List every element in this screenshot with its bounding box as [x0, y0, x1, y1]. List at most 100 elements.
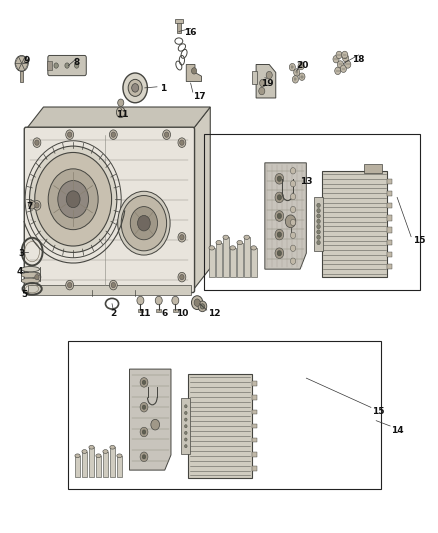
Bar [252, 395, 257, 400]
Circle shape [290, 181, 296, 187]
Circle shape [35, 274, 39, 280]
Bar [156, 309, 161, 312]
Bar [103, 451, 108, 477]
Ellipse shape [251, 246, 257, 250]
Bar [321, 171, 387, 277]
Circle shape [317, 203, 320, 207]
Ellipse shape [244, 235, 250, 239]
Circle shape [142, 455, 146, 459]
Circle shape [292, 76, 298, 83]
Circle shape [343, 54, 349, 62]
Bar [47, 61, 52, 70]
Bar [181, 398, 190, 454]
Text: 16: 16 [184, 28, 197, 37]
Bar [252, 71, 257, 84]
Circle shape [184, 405, 187, 408]
Circle shape [178, 272, 186, 282]
Polygon shape [18, 63, 25, 70]
Circle shape [33, 272, 41, 282]
Bar [68, 341, 381, 489]
Circle shape [138, 215, 150, 231]
Bar [387, 228, 392, 233]
Text: 18: 18 [353, 55, 365, 63]
Circle shape [317, 240, 320, 245]
Bar [138, 309, 143, 312]
Circle shape [290, 167, 296, 174]
Text: 9: 9 [24, 56, 30, 64]
Polygon shape [130, 369, 171, 470]
Circle shape [180, 140, 184, 146]
Ellipse shape [117, 454, 122, 458]
Bar [252, 409, 257, 414]
Ellipse shape [75, 454, 80, 458]
Circle shape [142, 380, 146, 384]
Text: 2: 2 [110, 309, 117, 318]
Ellipse shape [21, 272, 39, 278]
Circle shape [33, 138, 41, 148]
Text: 8: 8 [74, 59, 80, 67]
Bar [188, 374, 252, 478]
Text: 11: 11 [116, 110, 128, 119]
Polygon shape [21, 63, 28, 70]
Ellipse shape [21, 266, 39, 272]
Circle shape [259, 87, 265, 95]
Text: 15: 15 [372, 407, 384, 416]
Circle shape [337, 61, 343, 68]
Bar [204, 134, 420, 290]
Text: 13: 13 [300, 177, 313, 186]
Text: 3: 3 [18, 249, 25, 258]
Circle shape [178, 232, 186, 242]
Circle shape [277, 195, 282, 200]
Bar [252, 424, 257, 429]
Circle shape [128, 79, 142, 96]
Circle shape [184, 418, 187, 421]
Bar [175, 19, 183, 23]
Text: 10: 10 [176, 309, 188, 318]
Text: 7: 7 [26, 203, 32, 212]
Circle shape [275, 192, 284, 203]
Circle shape [184, 425, 187, 428]
Polygon shape [265, 163, 306, 269]
Bar [177, 21, 181, 33]
Circle shape [33, 200, 41, 210]
Circle shape [184, 411, 187, 415]
Circle shape [140, 377, 148, 387]
Ellipse shape [216, 240, 222, 245]
Text: 15: 15 [413, 237, 426, 246]
Circle shape [35, 140, 39, 146]
Circle shape [180, 235, 184, 240]
Polygon shape [15, 63, 21, 70]
Ellipse shape [230, 246, 236, 250]
Ellipse shape [82, 450, 87, 454]
Text: 5: 5 [21, 289, 28, 298]
Circle shape [66, 280, 74, 290]
Circle shape [275, 248, 284, 259]
Circle shape [191, 296, 203, 310]
Circle shape [132, 84, 139, 92]
Circle shape [117, 107, 125, 118]
Circle shape [317, 230, 320, 234]
Circle shape [317, 208, 320, 213]
Circle shape [178, 138, 186, 148]
Circle shape [290, 193, 296, 200]
Bar [251, 248, 257, 277]
Circle shape [275, 229, 284, 240]
Circle shape [142, 430, 146, 434]
Bar [364, 164, 381, 173]
Bar [230, 248, 236, 277]
Polygon shape [186, 64, 201, 82]
Bar [387, 203, 392, 208]
Circle shape [66, 191, 80, 208]
Circle shape [342, 51, 348, 59]
Circle shape [54, 63, 58, 68]
Polygon shape [26, 107, 210, 130]
Ellipse shape [209, 246, 215, 250]
Circle shape [137, 296, 144, 305]
Circle shape [335, 67, 341, 75]
Circle shape [277, 232, 282, 237]
Circle shape [74, 63, 79, 68]
Circle shape [194, 299, 200, 306]
Bar [252, 452, 257, 457]
Circle shape [130, 207, 158, 240]
Circle shape [67, 282, 72, 288]
